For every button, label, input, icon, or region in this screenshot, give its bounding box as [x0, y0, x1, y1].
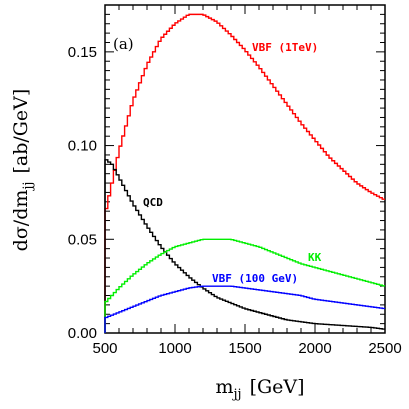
series-label-vbf-1tev: VBF (1TeV): [252, 41, 318, 54]
x-tick-label: 500: [92, 340, 117, 357]
tick-labels: 500 1000 1500 2000 2500 0.00 0.05 0.10 0.15: [68, 44, 402, 357]
x-axis-subscript: jj: [232, 387, 242, 402]
y-tick-label: 0.00: [68, 325, 97, 342]
x-axis-symbol: m: [215, 376, 233, 398]
series-line-kk: [104, 238, 385, 333]
x-tick-label: 1500: [228, 340, 261, 357]
series-layer: [104, 13, 385, 333]
x-tick-label: 2500: [368, 340, 401, 357]
series-line-vbf-1tev: [104, 13, 385, 333]
x-axis-unit: [GeV]: [250, 376, 305, 398]
x-tick-label: 2000: [298, 340, 331, 357]
y-axis-unit: [ab/GeV]: [10, 89, 32, 174]
y-tick-label: 0.10: [68, 138, 97, 155]
y-axis-subscript: jj: [21, 182, 36, 192]
axis-ticks: [104, 4, 386, 334]
series-line-vbf-100-gev: [104, 285, 385, 333]
y-axis-symbol: dσ/dm: [10, 190, 32, 252]
panel-label: (a): [113, 35, 134, 53]
x-axis-title: mjj [GeV]: [215, 376, 304, 402]
series-label-kk: KK: [308, 251, 322, 264]
y-axis-title: dσ/dmjj [ab/GeV]: [10, 89, 36, 252]
series-line-qcd: [104, 159, 385, 333]
y-tick-label: 0.05: [68, 231, 97, 248]
y-tick-label: 0.15: [68, 44, 97, 61]
x-tick-label: 1000: [158, 340, 191, 357]
series-label-qcd: QCD: [143, 196, 163, 209]
series-label-vbf-100gev: VBF (100 GeV): [212, 272, 298, 285]
